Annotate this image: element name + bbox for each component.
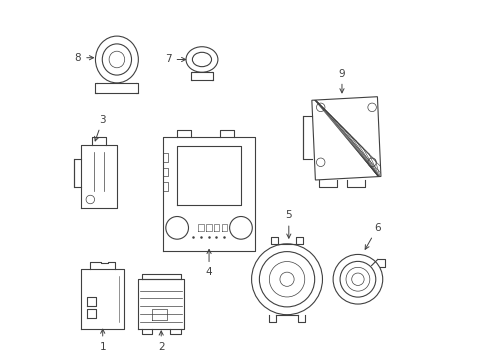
Text: 9: 9 [338, 69, 345, 93]
Text: 3: 3 [94, 115, 106, 141]
Text: 2: 2 [158, 331, 164, 352]
Text: 4: 4 [205, 249, 212, 277]
Text: 5: 5 [285, 211, 291, 238]
Text: 7: 7 [164, 54, 185, 64]
Text: 1: 1 [99, 329, 106, 352]
Text: 6: 6 [365, 223, 380, 249]
Text: 8: 8 [75, 53, 93, 63]
